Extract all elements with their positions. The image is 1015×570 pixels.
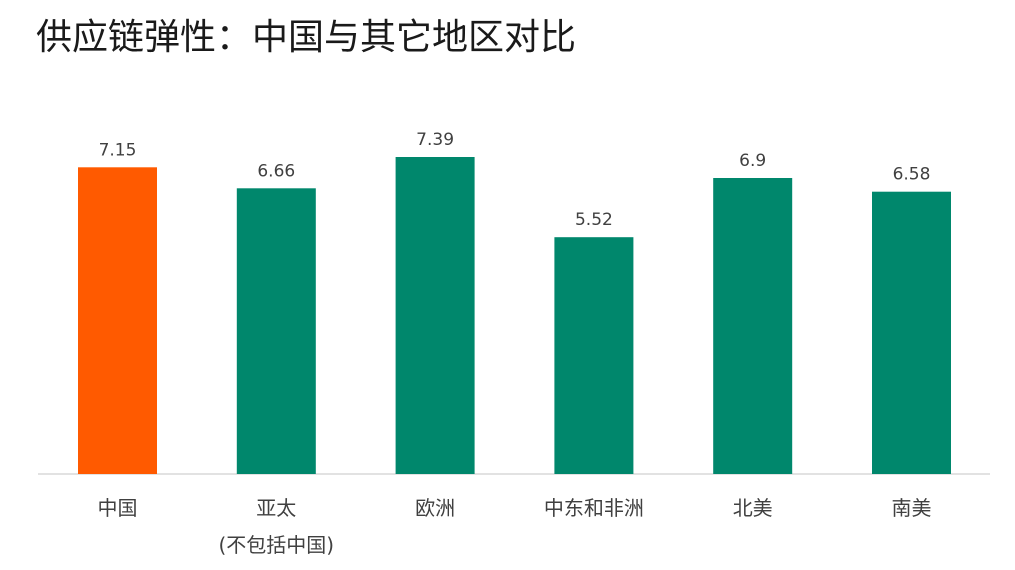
category-label-4: 北美 xyxy=(733,496,773,520)
chart-title: 供应链弹性：中国与其它地区对比 xyxy=(36,17,577,58)
value-label-4: 6.9 xyxy=(739,151,766,171)
value-label-2: 7.39 xyxy=(416,130,454,150)
bar-5 xyxy=(872,191,951,474)
category-label-1-line-1: (不包括中国) xyxy=(218,533,334,557)
category-label-1: 亚太 xyxy=(256,496,296,520)
bar-1 xyxy=(236,188,316,475)
value-label-0: 7.15 xyxy=(99,140,137,160)
bar-3 xyxy=(554,237,634,474)
category-label-0: 中国 xyxy=(98,496,138,520)
category-label-3: 中东和非洲 xyxy=(544,496,644,520)
bar-4 xyxy=(713,178,793,474)
value-label-1: 6.66 xyxy=(257,161,295,181)
bar-0 xyxy=(78,167,157,475)
category-label-2: 欧洲 xyxy=(415,496,455,520)
bars-group: 7.15 中国 6.66 亚太 (不包括中国) 7.39 欧洲 5.52 中东和非洲 6.9 北美 6… xyxy=(78,130,951,557)
bar-2 xyxy=(395,157,475,474)
value-label-3: 5.52 xyxy=(575,210,613,230)
category-label-5: 南美 xyxy=(892,496,932,520)
value-label-5: 6.58 xyxy=(893,165,931,185)
